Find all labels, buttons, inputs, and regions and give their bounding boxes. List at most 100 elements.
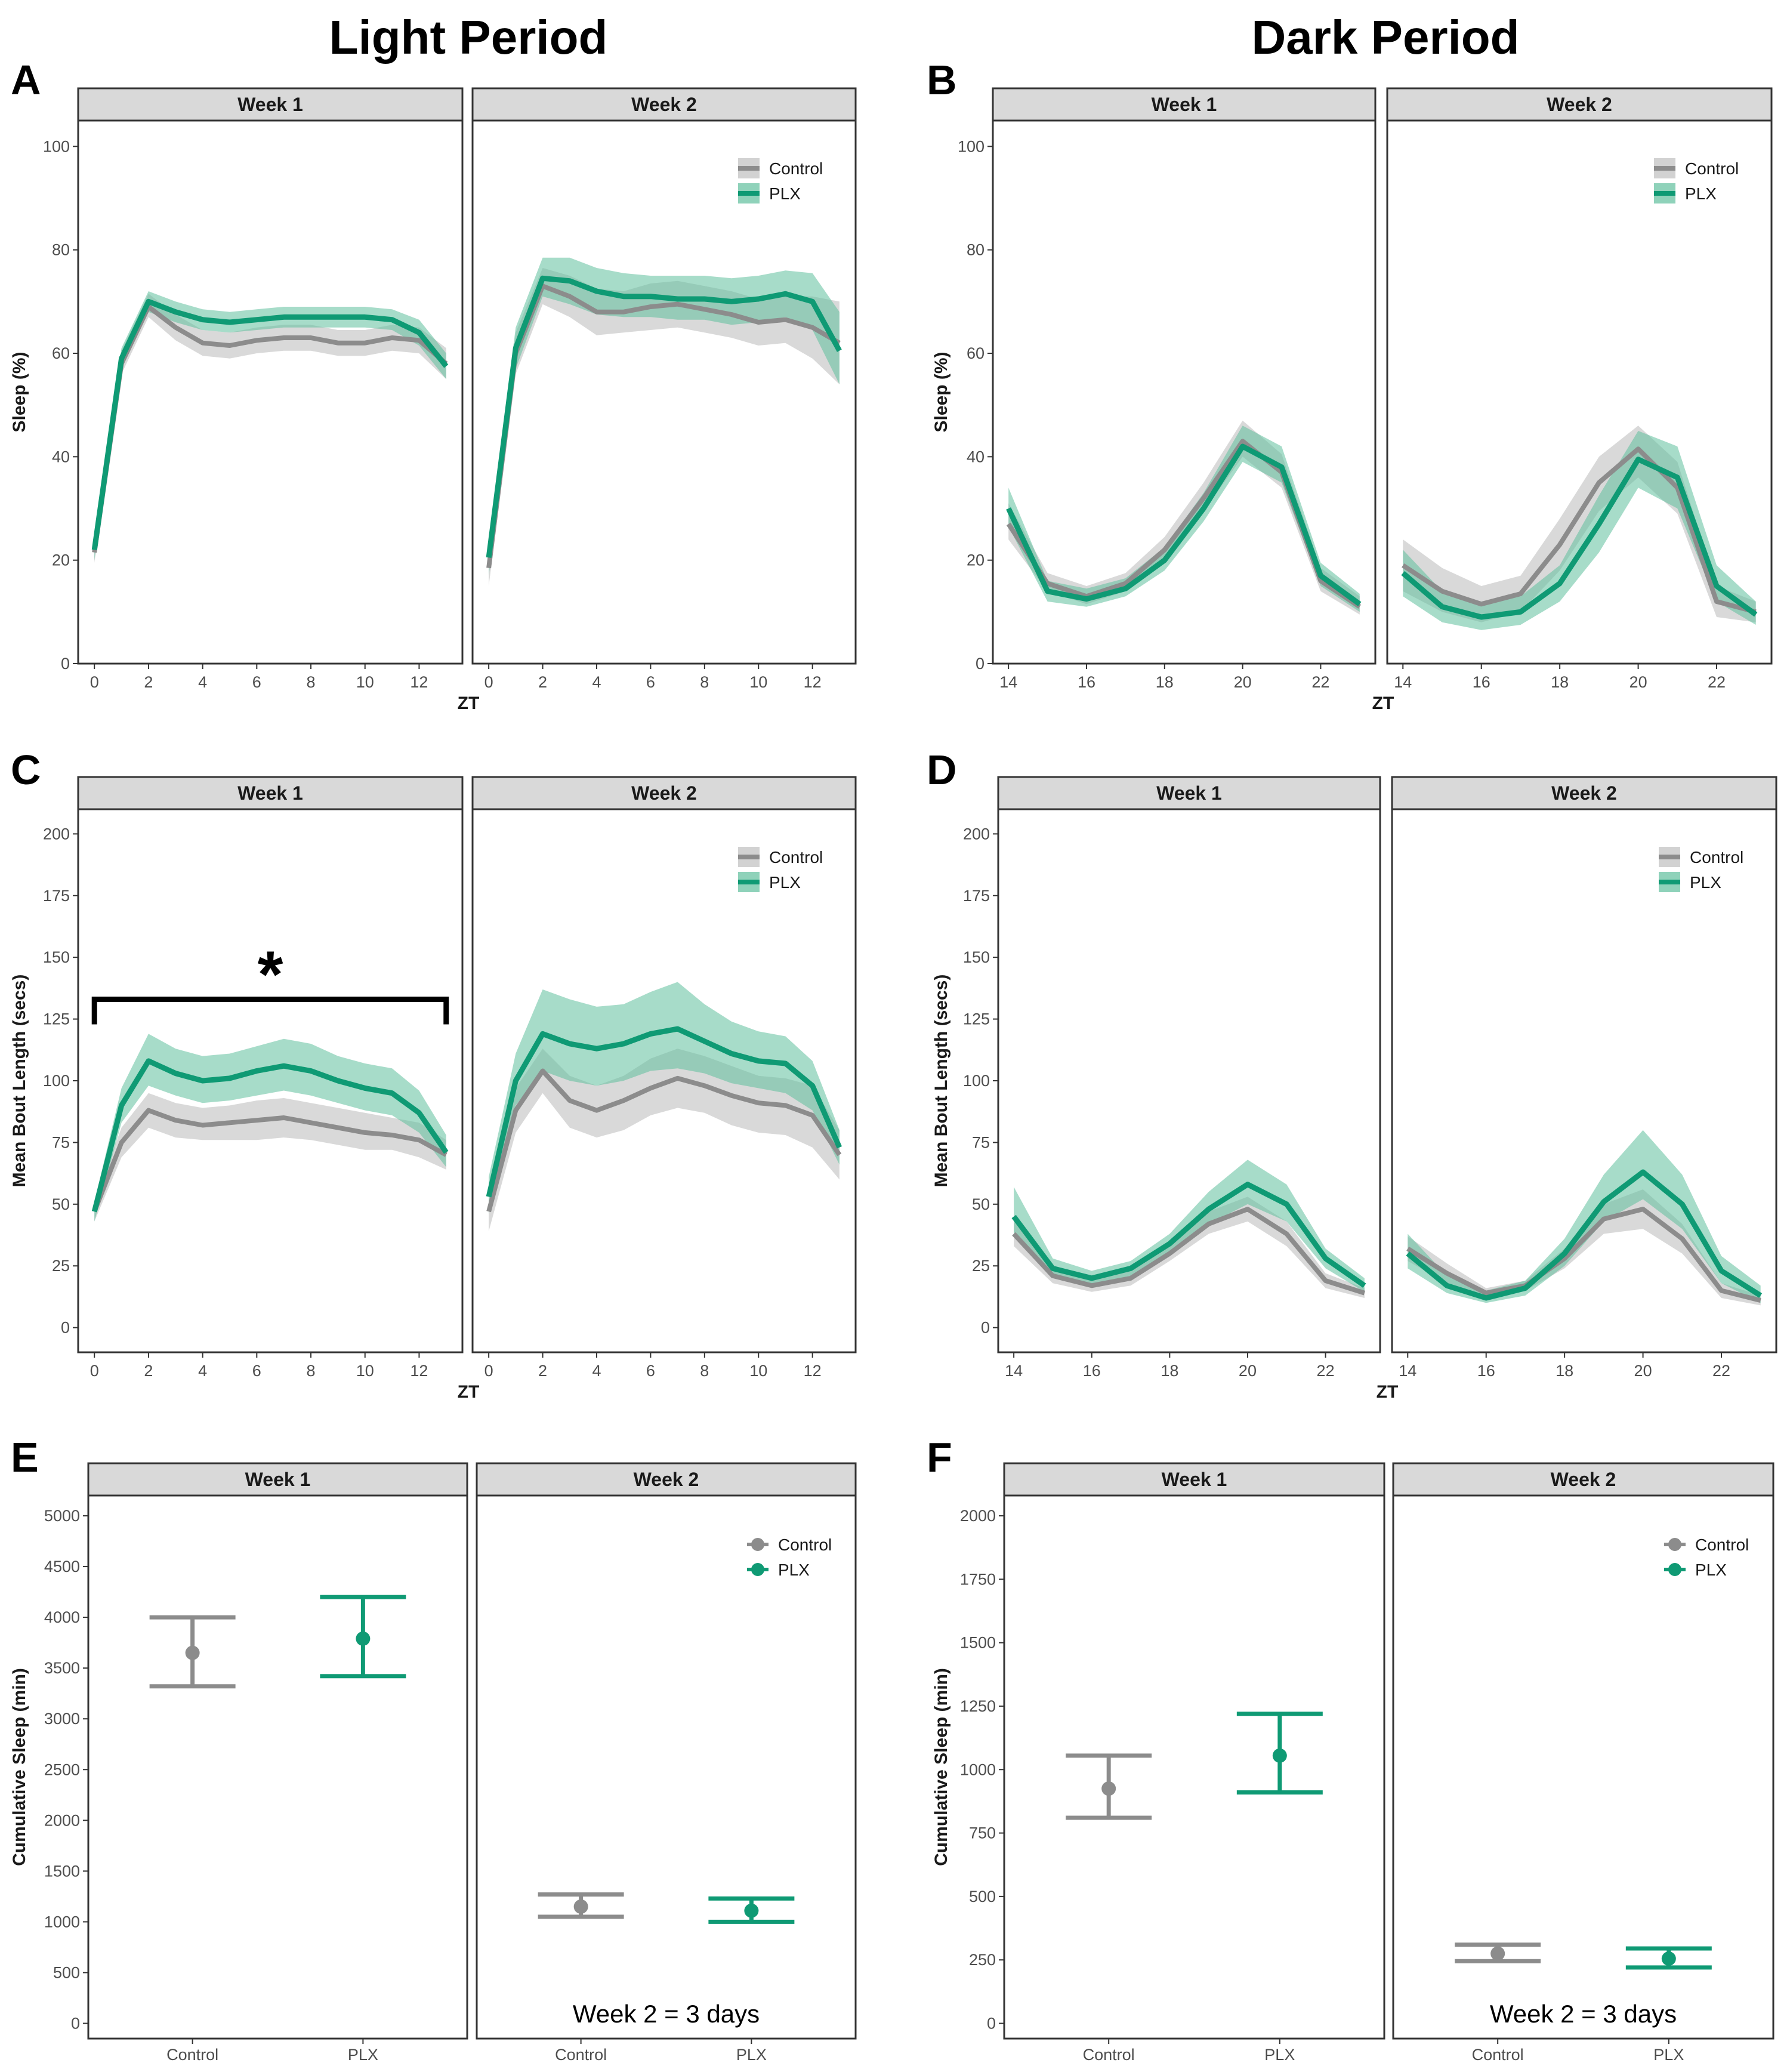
y-tick-label: 1000 [44,1913,80,1931]
y-tick-label: 60 [52,344,70,362]
category-label: Control [1083,2046,1135,2064]
x-tick-label: 2 [538,673,547,691]
x-tick-label: 0 [90,673,99,691]
y-tick-label: 1250 [960,1697,996,1715]
y-tick-label: 3000 [44,1710,80,1728]
legend-swatch-point [1668,1563,1681,1576]
line-plx [486,1026,842,1198]
facet-1: Week 1 14 16 18 20 22 [997,776,1381,1380]
facet-label: Week 1 [1152,94,1217,115]
y-tick-label: 0 [976,655,984,673]
x-tick-label: 8 [700,1362,709,1380]
legend-label-control: Control [1695,1536,1749,1554]
x-tick-label: 14 [1394,673,1412,691]
line-control [1012,1207,1366,1296]
mean-point-plx [1272,1748,1287,1763]
category-label: PLX [348,2046,378,2064]
note-label: Week 2 = 3 days [1490,2000,1677,2028]
legend-label-control: Control [1685,159,1739,178]
y-tick-label: 2000 [960,1507,996,1525]
x-tick-label: 6 [252,673,261,691]
x-tick-label: 16 [1477,1362,1495,1380]
legend-label-plx: PLX [769,184,801,203]
facet-label: Week 2 [634,1469,699,1490]
x-tick-label: 2 [538,1362,547,1380]
line-control [1402,446,1757,615]
x-tick-label: 14 [1005,1362,1023,1380]
band-control [94,294,446,563]
band-plx [1008,426,1360,612]
x-tick-label: 14 [999,673,1017,691]
y-tick-label: 500 [53,1963,80,1981]
plot-panel [1003,1494,1385,2040]
y-tick-label: 100 [43,137,70,155]
y-tick-label: 2500 [44,1760,80,1778]
line-plx [1401,457,1758,620]
panel-letter: B [927,57,957,103]
category-label: PLX [1264,2046,1295,2064]
band-control [489,1049,840,1232]
y-tick-label: 100 [963,1072,990,1090]
facet-1: Week 1 0 2 4 6 8 10 12 [77,87,464,691]
mean-point-plx [356,1631,371,1646]
y-tick-label: 5000 [44,1507,80,1525]
facet-strip [1003,1462,1385,1497]
x-tick-label: 6 [646,673,655,691]
y-tick-label: 75 [52,1133,70,1151]
y-tick-label: 20 [967,551,984,569]
legend: Control PLX [738,158,823,204]
facet-label: Week 2 [1551,1469,1616,1490]
facet-2: Week 2 Control PLX Week 2 = 3 days Control PL… [476,1462,857,2064]
x-tick-label: 6 [252,1362,261,1380]
y-axis-title: Cumulative Sleep (min) [10,1668,29,1866]
y-tick-label: 80 [52,241,70,259]
x-tick-label: 16 [1473,673,1490,691]
category-label: Control [166,2046,218,2064]
x-tick-label: 2 [144,673,153,691]
x-tick-label: 12 [410,1362,428,1380]
category-label: PLX [736,2046,767,2064]
x-tick-label: 10 [356,673,374,691]
x-tick-label: 22 [1317,1362,1335,1380]
y-tick-label: 50 [972,1195,990,1213]
chart-f: F Cumulative Sleep (min) 0 250 500 750 1000 125… [927,1434,1774,2064]
mean-point-control [573,1899,588,1914]
panel-letter: C [11,747,41,793]
facet-label: Week 1 [1162,1469,1227,1490]
x-tick-label: 4 [198,1362,207,1380]
light-period-title: Light Period [329,11,608,64]
legend-swatch-point [751,1563,764,1576]
x-tick-label: 0 [484,1362,493,1380]
x-tick-label: 0 [90,1362,99,1380]
y-tick-label: 60 [967,344,984,362]
x-tick-label: 10 [749,673,767,691]
line-plx [1006,443,1362,606]
legend-label-control: Control [769,848,823,867]
x-tick-label: 16 [1078,673,1095,691]
facet-1: Week 1 Control PLX [87,1462,468,2064]
dark-period-title: Dark Period [1251,11,1519,64]
line-plx [91,298,449,550]
panel-letter: A [11,57,41,103]
facet-label: Week 2 [1551,782,1617,804]
facet-label: Week 2 [1547,94,1612,115]
facet-strip [471,776,857,810]
y-tick-label: 0 [61,1319,70,1337]
x-tick-label: 12 [410,673,428,691]
legend-swatch-point [1668,1538,1681,1551]
y-tick-label: 3500 [44,1659,80,1677]
x-tick-label: 18 [1551,673,1569,691]
significance-star: * [258,938,283,1012]
band-plx [94,291,446,560]
y-tick-label: 0 [71,2014,80,2032]
significance-bracket [91,997,449,1025]
panel-letter: D [927,747,957,793]
mean-point-control [1101,1781,1116,1796]
legend-swatch-point [751,1538,764,1551]
legend: Control PLX [1664,1536,1749,1579]
y-tick-label: 100 [43,1072,70,1090]
x-axis-title: ZT [458,1382,480,1402]
y-tick-label: 80 [967,241,984,259]
